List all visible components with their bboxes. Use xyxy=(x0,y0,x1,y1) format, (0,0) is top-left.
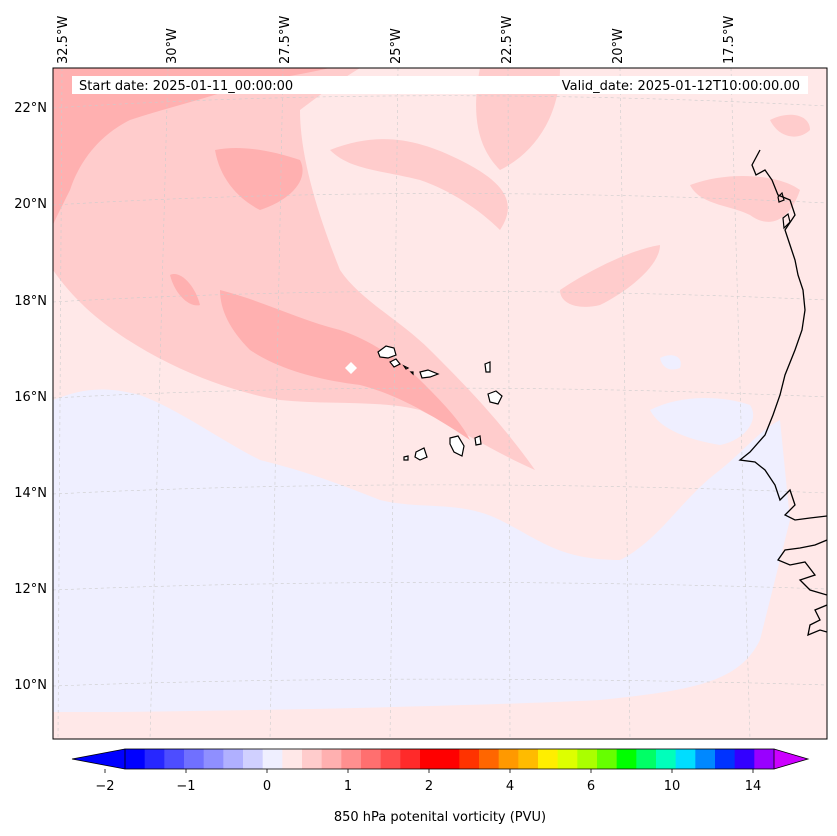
colorbar-cell xyxy=(479,749,500,769)
field-negative-patch xyxy=(660,355,681,370)
colorbar-cell xyxy=(125,749,146,769)
colorbar: −2 −1 0 1 2 4 6 10 14 850 hPa potenital … xyxy=(71,748,810,825)
map-border xyxy=(52,67,828,740)
longitude-labels: 32.5°W 30°W 27.5°W 25°W 22.5°W 20°W 17.5… xyxy=(56,16,737,64)
coastal-island xyxy=(782,212,791,230)
colorbar-cell xyxy=(184,749,205,769)
colorbar-ticks xyxy=(104,769,754,773)
lat-label: 10°N xyxy=(14,678,47,693)
colorbar-extend-high xyxy=(774,749,808,769)
colorbar-cell xyxy=(734,749,755,769)
colorbar-tick-label: 1 xyxy=(344,779,352,794)
colorbar-cell xyxy=(597,749,618,769)
colorbar-cell xyxy=(538,749,559,769)
cape-verde-islands xyxy=(377,345,503,461)
colorbar-cell xyxy=(380,749,401,769)
valid-date-label: Valid_date: 2025-01-12T10:00:00.00 xyxy=(562,79,800,94)
colorbar-tick-label: 2 xyxy=(425,779,433,794)
colorbar-cell xyxy=(420,749,441,769)
info-bar xyxy=(72,76,808,94)
colorbar-cell xyxy=(223,749,244,769)
colorbar-cell xyxy=(302,749,323,769)
colorbar-cell xyxy=(400,749,421,769)
colorbar-cell xyxy=(262,749,283,769)
colorbar-tick-labels: −2 −1 0 1 2 4 6 10 14 xyxy=(95,779,761,794)
lat-label: 16°N xyxy=(14,390,47,405)
lon-label: 30°W xyxy=(165,28,180,64)
field-pink-band xyxy=(53,68,535,470)
lat-label: 22°N xyxy=(14,101,47,116)
lat-label: 20°N xyxy=(14,197,47,212)
field-negative-region xyxy=(53,389,790,712)
lon-label: 22.5°W xyxy=(500,16,515,64)
colorbar-cell xyxy=(498,749,519,769)
colorbar-cell xyxy=(321,749,342,769)
field-pink-patch xyxy=(560,245,660,307)
colorbar-cell xyxy=(518,749,539,769)
lon-label: 20°W xyxy=(611,28,626,64)
colorbar-extend-low xyxy=(72,749,125,769)
colorbar-cell xyxy=(616,749,637,769)
colorbar-tick-label: 10 xyxy=(664,779,681,794)
lat-label: 18°N xyxy=(14,294,47,309)
colorbar-title: 850 hPa potenital vorticity (PVU) xyxy=(334,810,546,825)
graticule xyxy=(53,68,827,739)
colorbar-cell xyxy=(459,749,480,769)
colorbar-cell xyxy=(577,749,598,769)
colorbar-tick-label: −2 xyxy=(95,779,114,794)
lon-label: 27.5°W xyxy=(278,16,293,64)
field-dark-pink-core xyxy=(53,68,330,225)
lon-label: 17.5°W xyxy=(722,16,737,64)
colorbar-cell xyxy=(203,749,224,769)
colorbar-cell xyxy=(341,749,362,769)
colorbar-cell xyxy=(243,749,264,769)
colorbar-tick-label: −1 xyxy=(176,779,195,794)
colorbar-cell xyxy=(144,749,165,769)
colorbar-extend-outline xyxy=(71,748,810,770)
lon-label: 25°W xyxy=(389,28,404,64)
colorbar-outline xyxy=(124,748,775,770)
field-pink-patch xyxy=(690,175,800,222)
lat-label: 14°N xyxy=(14,486,47,501)
africa-coastline xyxy=(807,604,827,637)
white-marker xyxy=(345,362,357,374)
colorbar-cell xyxy=(636,749,657,769)
colorbar-cell xyxy=(282,749,303,769)
start-date-label: Start date: 2025-01-11_00:00:00 xyxy=(79,79,293,94)
colorbar-tick-label: 4 xyxy=(506,779,514,794)
africa-coastline xyxy=(777,539,827,596)
colorbar-cell xyxy=(715,749,736,769)
lat-label: 12°N xyxy=(14,582,47,597)
colorbar-tick-label: 14 xyxy=(745,779,762,794)
field-pink-patch xyxy=(770,114,810,137)
colorbar-tick-label: 6 xyxy=(587,779,595,794)
field-dark-pink-core xyxy=(220,290,470,440)
field-pink-patch xyxy=(330,139,508,230)
colorbar-cell xyxy=(557,749,578,769)
colorbar-cell xyxy=(439,749,460,769)
latitude-labels: 22°N 20°N 18°N 16°N 14°N 12°N 10°N xyxy=(14,101,47,693)
colorbar-cell xyxy=(361,749,382,769)
coastal-island xyxy=(777,191,785,203)
colorbar-cell xyxy=(695,749,716,769)
map-area xyxy=(53,68,827,739)
colorbar-cells xyxy=(125,749,775,769)
colorbar-tick-label: 0 xyxy=(263,779,271,794)
colorbar-cell xyxy=(164,749,185,769)
colorbar-cell xyxy=(656,749,677,769)
field-dark-pink-core xyxy=(170,274,200,306)
colorbar-cell xyxy=(675,749,696,769)
lon-label: 32.5°W xyxy=(56,16,71,64)
colorbar-cell xyxy=(754,749,775,769)
field-negative-patch xyxy=(650,398,754,445)
